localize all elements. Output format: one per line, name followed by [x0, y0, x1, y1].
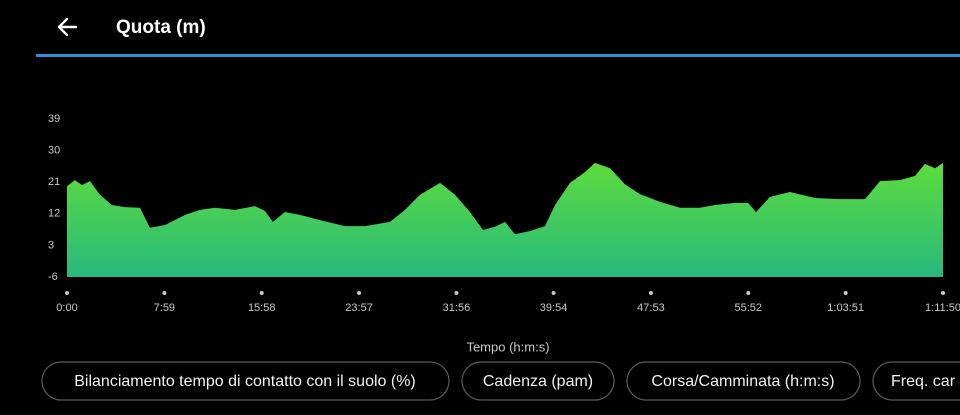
y-tick-label: 30	[48, 145, 60, 157]
back-button[interactable]	[57, 17, 78, 37]
x-tick-label: 31:56	[443, 302, 471, 314]
chip[interactable]	[626, 361, 861, 401]
chip-label[interactable]: Freq. car	[891, 373, 956, 390]
x-tick-label: 23:57	[345, 302, 373, 314]
elevation-area	[67, 162, 943, 277]
chip-row: Bilanciamento tempo di contatto con il s…	[41, 361, 960, 401]
y-tick-label: 39	[48, 113, 60, 125]
page-title: Quota (m)	[116, 17, 206, 38]
x-tick-label: 15:58	[248, 302, 276, 314]
y-tick-label: -6	[48, 271, 58, 283]
x-tick-label: 1:03:51	[827, 302, 864, 314]
x-tick-label: 55:52	[735, 302, 763, 314]
x-tick-mark	[65, 291, 69, 295]
x-axis-label: Tempo (h:m:s)	[466, 339, 549, 354]
x-tick-mark	[357, 291, 362, 295]
y-tick-label: 12	[48, 208, 60, 220]
x-tick-mark	[843, 291, 848, 295]
chip-label[interactable]: Corsa/Camminata (h:m:s)	[651, 373, 834, 390]
y-tick-label: 21	[48, 176, 60, 188]
chip[interactable]	[461, 361, 615, 401]
plot: -6 3 12 21 30 39 0:00 7:59 15:58 23:57 31:56 39:54 4…	[48, 113, 960, 314]
chip-label[interactable]: Cadenza (pam)	[483, 373, 593, 390]
header-divider	[36, 54, 960, 57]
x-tick-mark	[454, 291, 459, 295]
x-tick-label: 47:53	[637, 302, 665, 314]
x-tick-mark	[746, 291, 751, 295]
chip[interactable]	[872, 361, 960, 401]
chip[interactable]	[41, 361, 450, 401]
x-tick-mark	[162, 291, 167, 295]
x-tick-mark	[551, 291, 556, 295]
x-tick-mark	[259, 291, 264, 295]
x-tick-label: 39:54	[540, 302, 568, 314]
y-tick-label: 3	[48, 239, 54, 251]
x-tick-mark	[941, 291, 945, 295]
x-tick-label: 0:00	[56, 302, 77, 314]
chip-label[interactable]: Bilanciamento tempo di contatto con il s…	[74, 373, 416, 390]
x-tick-mark	[648, 291, 653, 295]
x-tick-label: 1:11:50	[925, 302, 960, 314]
x-tick-label: 7:59	[154, 302, 175, 314]
